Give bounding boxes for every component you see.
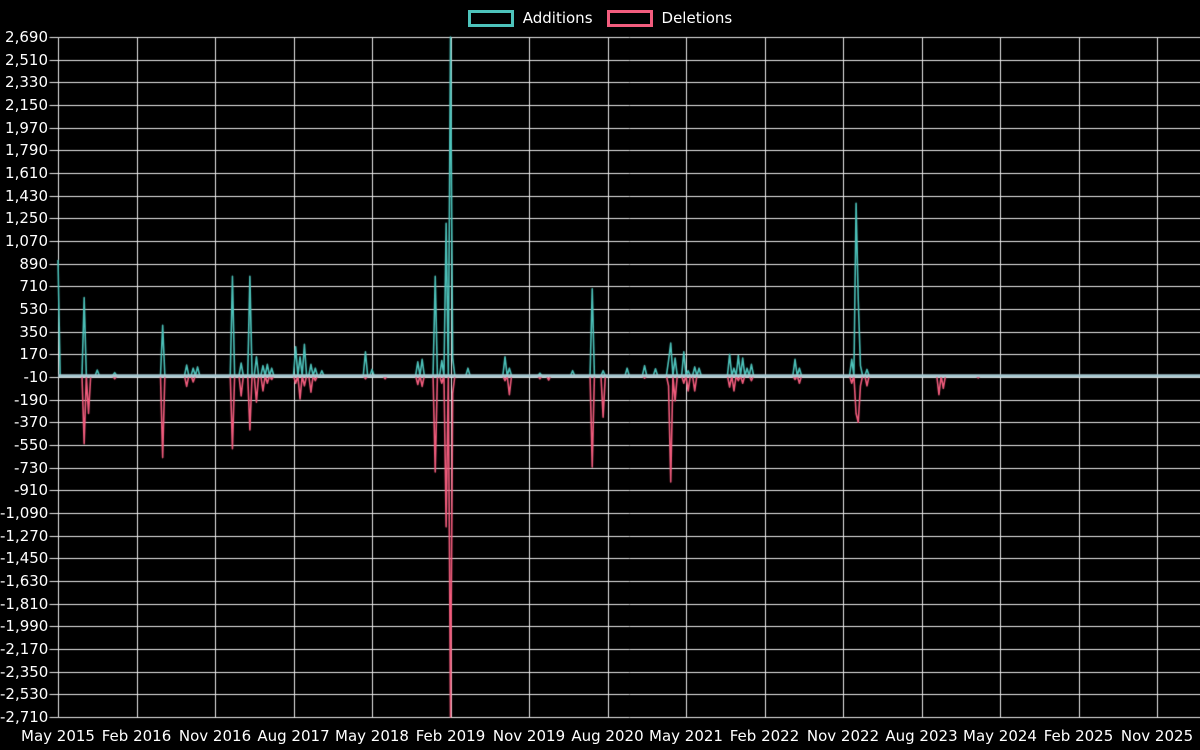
x-axis-tick-label: Nov 2016 [178,727,252,745]
y-axis-tick-label: -1,810 [0,594,49,613]
y-axis-tick-label: 1,790 [5,141,48,160]
legend-label-additions: Additions [522,9,593,27]
x-axis-tick-label: Feb 2025 [1043,727,1114,745]
x-axis-tick-label: Aug 2017 [257,727,330,745]
y-axis-tick-label: 1,970 [5,118,48,137]
y-axis-tick-label: 2,150 [5,96,48,114]
y-axis-tick-label: -1,450 [0,549,49,568]
legend-item-deletions[interactable]: Deletions [606,9,733,27]
legend-item-additions[interactable]: Additions [467,9,593,27]
y-axis-tick-label: -1,090 [0,504,49,522]
y-axis-tick-label: -370 [13,413,48,432]
y-axis-tick-label: -190 [13,390,48,409]
x-axis-tick-label: Aug 2020 [571,727,644,745]
x-axis-tick-label: May 2015 [21,727,95,745]
y-axis-tick-label: 2,510 [5,50,48,69]
y-axis-tick-label: 2,690 [5,28,48,46]
y-axis-tick-label: -2,170 [0,640,49,658]
x-axis-tick-label: Feb 2016 [101,727,172,745]
y-axis-tick-label: -10 [23,368,49,386]
x-axis-tick-label: May 2021 [649,727,723,745]
y-axis-tick-label: 350 [19,322,48,341]
x-axis-tick-label: May 2024 [963,727,1037,745]
y-axis-tick-label: -550 [13,436,48,454]
y-axis-tick-label: 1,250 [5,209,48,228]
y-axis-tick-label: 890 [19,254,48,273]
y-axis-tick-label: -730 [13,458,48,477]
x-axis-tick-label: May 2018 [335,727,409,745]
y-axis-tick-label: -910 [13,481,48,500]
y-axis-tick-label: -2,710 [0,708,49,726]
y-axis-tick-label: -2,350 [0,662,49,681]
chart-legend: Additions Deletions [0,6,1200,30]
y-axis-tick-label: 530 [19,300,48,318]
x-axis-tick-label: Aug 2023 [885,727,958,745]
y-axis-tick-label: 1,430 [5,186,48,205]
y-axis-tick-label: 1,610 [5,164,48,182]
x-axis-tick-label: Feb 2022 [729,727,800,745]
y-axis-tick-label: 170 [19,345,48,364]
y-axis-tick-label: 2,330 [5,73,48,92]
deletions-swatch-icon [606,9,653,27]
y-axis-tick-label: -1,270 [0,526,49,545]
x-axis-tick-label: Nov 2025 [1120,727,1194,745]
x-axis-tick-label: Nov 2019 [492,727,566,745]
y-axis-tick-label: 1,070 [5,232,48,250]
additions-swatch-icon [467,9,514,27]
x-axis-tick-label: Feb 2019 [415,727,486,745]
y-axis-tick-label: -1,990 [0,617,49,636]
y-axis-tick-label: 710 [19,277,48,296]
y-axis-tick-label: -2,530 [0,685,49,704]
legend-label-deletions: Deletions [661,9,733,27]
x-axis-tick-label: Nov 2022 [806,727,880,745]
y-axis-tick-label: -1,630 [0,572,49,590]
